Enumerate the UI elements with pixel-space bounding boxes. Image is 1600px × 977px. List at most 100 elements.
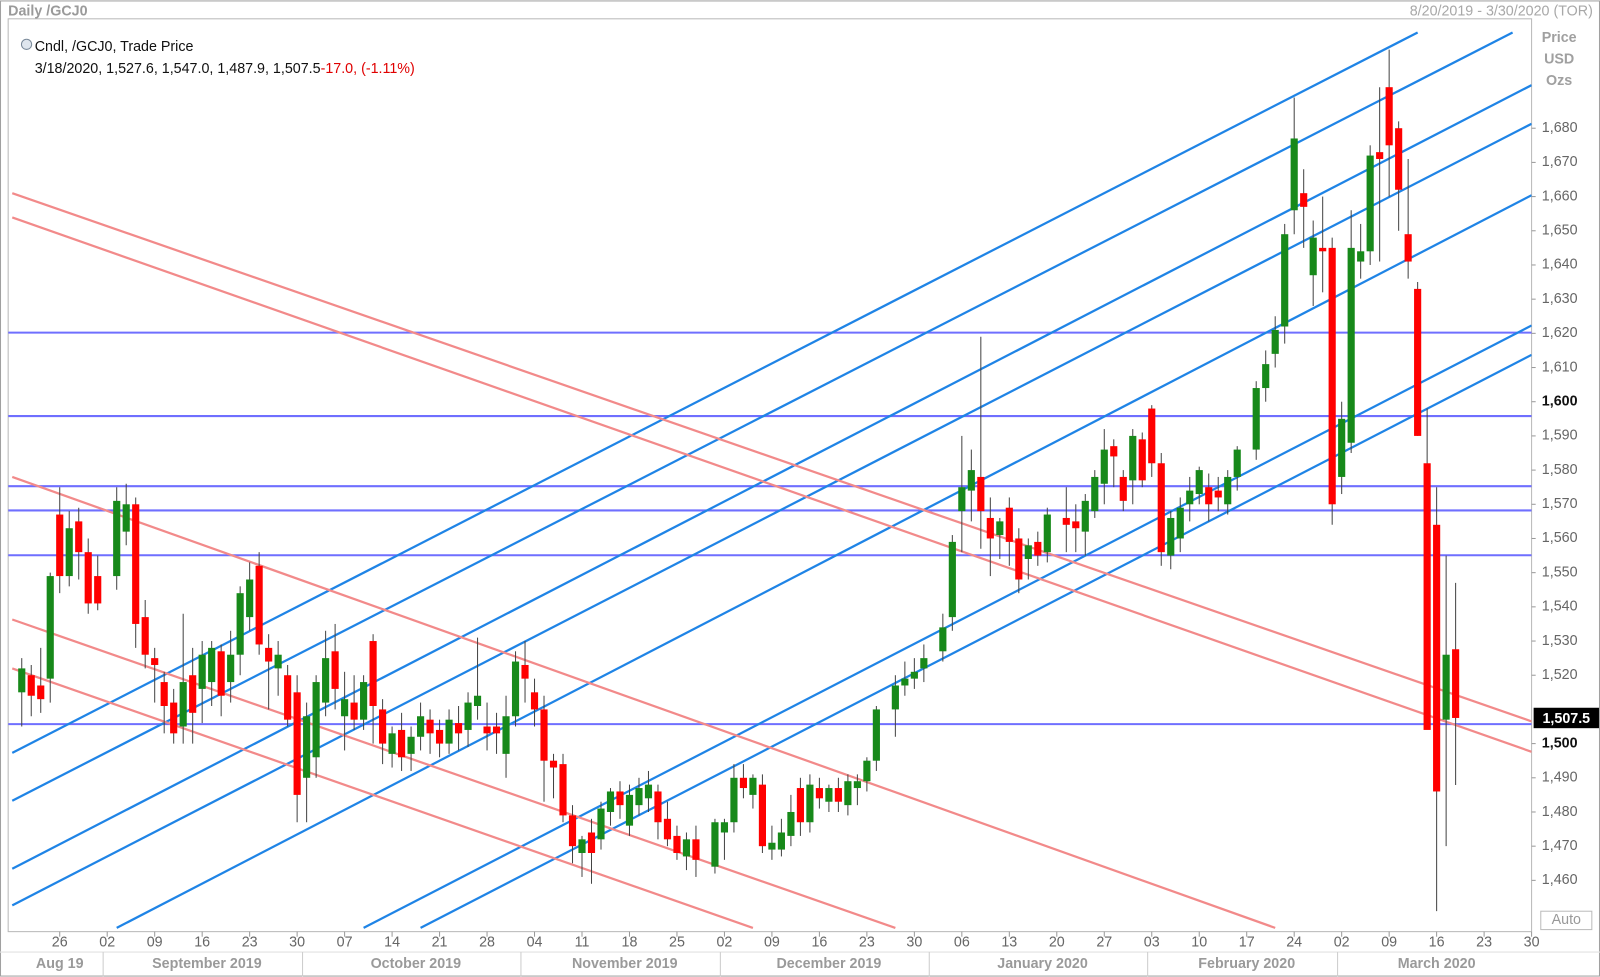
candle-body [1252, 388, 1260, 450]
candle-body [132, 504, 140, 624]
candle-body [198, 654, 206, 689]
trend-line [420, 353, 1532, 929]
candle-body [350, 702, 358, 720]
candle-body [559, 764, 567, 816]
x-tick-label: 17 [1239, 935, 1255, 951]
candle-body [1110, 446, 1118, 457]
x-tick-label: 30 [289, 935, 305, 951]
candle-body [208, 647, 216, 683]
candle-body [1290, 138, 1298, 211]
trend-line [11, 475, 1276, 929]
candle-body [673, 835, 681, 854]
candle-body [1385, 87, 1393, 146]
x-tick-label: 13 [1001, 935, 1017, 951]
candle-body [473, 695, 482, 706]
x-tick-label: 02 [716, 935, 732, 951]
x-tick-label: 10 [1191, 935, 1207, 951]
candle-body [1157, 463, 1165, 553]
month-label: February 2020 [1198, 956, 1295, 972]
x-tick-label: 30 [1524, 935, 1540, 951]
candle-body [388, 733, 396, 754]
x-tick-label: 23 [242, 935, 258, 951]
candle-body [787, 811, 795, 836]
trend-line [11, 216, 1532, 753]
candle-body [986, 517, 994, 539]
candle-body [435, 729, 444, 744]
y-tick-label: 1,630 [1542, 291, 1578, 307]
x-tick-label: 20 [1049, 935, 1065, 951]
candle-body [1072, 521, 1080, 529]
date-range: 8/20/2019 - 3/30/2020 (TOR) [1410, 3, 1593, 19]
x-tick-label: 26 [52, 935, 68, 951]
candle-body [56, 514, 64, 577]
last-price-box [1533, 707, 1599, 729]
candle-body [46, 576, 54, 679]
chart-title: Daily /GCJ0 [8, 3, 87, 19]
candle-body [891, 685, 899, 710]
candle-body [948, 541, 956, 618]
legend-series: Cndl, /GCJ0, Trade Price [35, 39, 194, 55]
candle-body [1357, 251, 1365, 262]
candle-body [1452, 649, 1460, 718]
candle-body [1176, 507, 1184, 539]
y-tick-label: 1,580 [1542, 462, 1578, 478]
x-tick-label: 25 [669, 935, 685, 951]
auto-button-label: Auto [1552, 912, 1581, 928]
candle-body [464, 702, 472, 730]
x-tick-label: 27 [1096, 935, 1112, 951]
candle-body [616, 791, 624, 806]
auto-button[interactable] [1540, 910, 1593, 931]
candle-body [1233, 449, 1241, 477]
candle-body [863, 760, 871, 782]
trend-line [11, 84, 1532, 870]
x-tick-label: 09 [764, 935, 780, 951]
candle-body [1043, 514, 1051, 553]
legend-ohlc: 3/18/2020, 1,527.6, 1,547.0, 1,487.9, 1,… [35, 61, 321, 77]
y-tick-label: 1,600 [1542, 394, 1578, 410]
candle-body [1366, 155, 1374, 252]
candle-body [1224, 476, 1232, 505]
candle-body [1262, 364, 1270, 389]
y-tick-label: 1,520 [1542, 667, 1578, 683]
candle-body [37, 685, 45, 700]
month-label: November 2019 [572, 956, 678, 972]
candle-body [341, 699, 349, 717]
candle-body [160, 682, 168, 706]
candle-body [1423, 463, 1431, 730]
month-label: January 2020 [997, 956, 1088, 972]
y-tick-label: 1,460 [1542, 872, 1578, 888]
candle-body [654, 791, 662, 823]
candle-body [806, 784, 814, 823]
candle-body [1214, 490, 1222, 498]
month-label: March 2020 [1398, 956, 1476, 972]
trend-line [11, 667, 754, 929]
candle-body [511, 661, 520, 717]
candle-body [1091, 476, 1099, 512]
legend-values: 3/18/2020, 1,527.6, 1,547.0, 1,487.9, 1,… [35, 61, 415, 77]
candle-body [834, 788, 842, 802]
x-tick-label: 03 [1144, 935, 1160, 951]
candle-body [587, 832, 596, 854]
candle-body [568, 815, 577, 847]
candle-body [1347, 247, 1355, 443]
candle-body [417, 716, 425, 737]
candle-body [236, 593, 244, 655]
candle-body [1205, 487, 1213, 505]
candle-body [1442, 654, 1450, 720]
axes: Price USD Ozs 1,460 1,470 1,480 1,490 1,500 1,52… [0, 30, 1600, 977]
x-tick-label: 21 [432, 935, 448, 951]
candle-body [293, 692, 301, 795]
candle-body [151, 658, 159, 665]
candle-body [739, 777, 748, 789]
candle-body [692, 839, 700, 860]
candle-body [1015, 538, 1023, 580]
candle-body [331, 651, 339, 689]
y-tick-label: 1,500 [1542, 735, 1578, 751]
candle-body [303, 716, 311, 778]
candle-body [246, 579, 254, 618]
candle-body [578, 839, 586, 854]
candle-body [1433, 524, 1441, 792]
legend-icon[interactable] [20, 38, 33, 50]
candle-body [1005, 507, 1013, 542]
candle-body [682, 839, 691, 857]
